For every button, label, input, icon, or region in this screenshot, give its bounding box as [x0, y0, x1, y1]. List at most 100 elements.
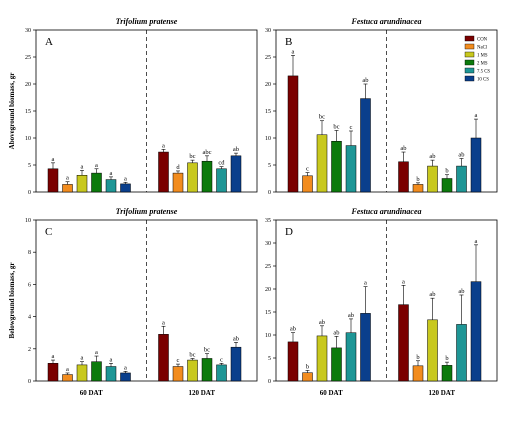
y-tick-label: 25 [265, 264, 271, 270]
significance-letter: a [95, 162, 98, 169]
significance-letter: b [445, 355, 448, 362]
bar [76, 175, 88, 193]
y-tick-label: 0 [28, 190, 31, 196]
y-tick-label: 20 [25, 82, 31, 88]
x-group-label: 120 DAT [188, 389, 215, 397]
y-tick-label: 0 [268, 190, 271, 196]
significance-letter: a [81, 355, 84, 362]
bar [187, 359, 198, 382]
y-tick-label: 20 [265, 287, 271, 293]
y-tick-label: 5 [28, 163, 31, 169]
x-group-label: 120 DAT [428, 389, 455, 397]
bar [302, 372, 313, 382]
bar [287, 341, 299, 382]
significance-letter: a [52, 156, 55, 163]
y-tick-label: 8 [28, 250, 31, 256]
bar [47, 363, 59, 382]
significance-letter: d [176, 164, 180, 171]
significance-letter: ab [319, 319, 325, 326]
significance-letter: a [475, 238, 478, 245]
legend-label: CON [477, 38, 488, 43]
significance-letter: b [445, 168, 448, 175]
bar [302, 175, 313, 193]
y-tick-label: 6 [28, 282, 31, 288]
bar [316, 134, 328, 193]
bar [216, 168, 227, 193]
bar [427, 319, 438, 382]
y-tick-label: 30 [265, 241, 271, 247]
significance-letter: bc [189, 153, 195, 160]
bar [230, 155, 242, 193]
panel-c: Trifolium pratense C 0 2 4 6 8 10 Belowground bi… [8, 207, 258, 397]
bar [470, 281, 482, 382]
bar [441, 178, 453, 193]
significance-letter: ab [458, 288, 464, 295]
bar [345, 145, 357, 193]
bar [172, 366, 184, 382]
panel-label: B [285, 36, 292, 48]
significance-letter: a [124, 175, 127, 182]
significance-letter: a [402, 278, 405, 285]
legend-label: 2 MS [477, 62, 488, 67]
bar [91, 172, 102, 193]
bar [105, 366, 117, 382]
bar [120, 372, 131, 382]
bar [91, 361, 102, 382]
significance-letter: b [416, 354, 419, 361]
y-axis-label: Belowground biomass, gr [8, 263, 16, 339]
bar [76, 364, 88, 382]
y-tick-label: 30 [25, 28, 31, 34]
panel-label: C [45, 226, 52, 238]
legend-label: 7.5 CS [477, 70, 490, 75]
y-tick-label: 0 [28, 379, 31, 385]
significance-letter: c [350, 124, 353, 131]
y-tick-label: 25 [25, 55, 31, 61]
significance-letter: a [66, 366, 69, 373]
y-tick-label: 5 [268, 356, 271, 362]
bar [470, 137, 482, 193]
significance-letter: ab [362, 77, 368, 84]
bar [201, 358, 213, 382]
panel-title: Trifolium pratense [116, 207, 178, 216]
bar [398, 161, 409, 193]
significance-letter: ab [400, 145, 406, 152]
bar [360, 98, 371, 193]
significance-letter: bc [319, 114, 325, 121]
y-tick-label: 15 [25, 109, 31, 115]
y-tick-label: 30 [265, 28, 271, 34]
panel-b: Festuca arundinacea B 0 5 10 15 20 25 30 a c bc bc c a… [265, 17, 498, 196]
significance-letter: b [306, 363, 309, 370]
panel-title: Trifolium pratense [116, 17, 178, 26]
legend-swatch [464, 59, 475, 66]
significance-letter: a [162, 142, 165, 149]
panel-a: Trifolium pratense A 0 5 10 15 20 25 30 Abovegrou… [8, 17, 258, 196]
significance-letter: bc [189, 351, 195, 358]
bar [360, 313, 371, 382]
significance-letter: a [110, 170, 113, 177]
significance-letter: c [306, 166, 309, 173]
legend-swatch [464, 51, 475, 58]
bar [201, 160, 213, 193]
significance-letter: ab [233, 146, 239, 153]
legend-label: 10 CS [477, 78, 489, 83]
bar [345, 332, 357, 382]
significance-letter: ab [429, 291, 435, 298]
y-tick-label: 25 [265, 55, 271, 61]
significance-letter: a [81, 163, 84, 170]
significance-letter: a [124, 364, 127, 371]
y-tick-label: 15 [265, 109, 271, 115]
bar [62, 374, 73, 382]
y-tick-label: 10 [25, 218, 31, 224]
x-group-label: 60 DAT [320, 389, 343, 397]
bar [331, 347, 342, 382]
bar [216, 364, 227, 382]
bar [158, 334, 169, 382]
bar [187, 162, 198, 193]
y-tick-label: 4 [28, 315, 31, 321]
significance-letter: bc [333, 123, 339, 130]
panel-title: Festuca arundinacea [350, 207, 421, 216]
significance-letter: abc [202, 149, 211, 156]
bar [412, 365, 424, 382]
bar [62, 184, 73, 193]
